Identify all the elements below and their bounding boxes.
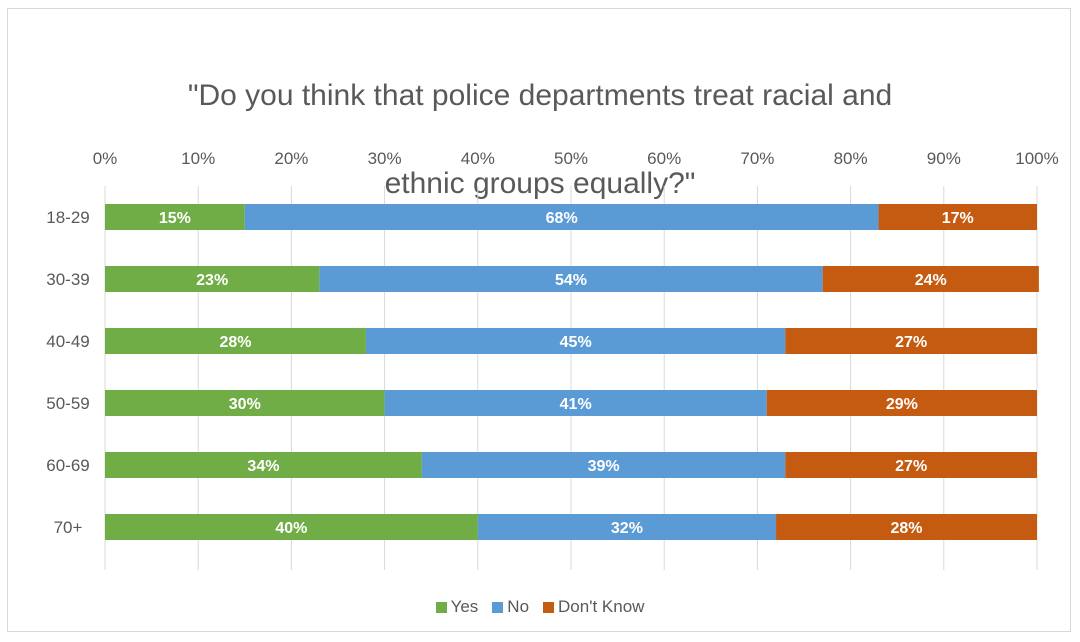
data-label: 28% <box>219 334 251 351</box>
x-tick-label: 100% <box>1015 149 1058 168</box>
data-label: 68% <box>546 210 578 227</box>
bar-segment <box>785 452 1037 478</box>
data-label: 29% <box>886 396 918 413</box>
category-label: 30-39 <box>46 270 89 289</box>
data-label: 27% <box>895 458 927 475</box>
y-axis-category-labels: 18-29 30-39 40-49 50-59 60-69 70+ <box>46 208 89 537</box>
x-axis-tick-labels: 0% 10% 20% 30% 40% 50% 60% 70% 80% 90% 100% <box>93 149 1059 168</box>
data-label: 27% <box>895 334 927 351</box>
category-label: 50-59 <box>46 394 89 413</box>
bars <box>105 204 1039 540</box>
legend: Yes No Don't Know <box>0 597 1080 617</box>
x-tick-label: 30% <box>368 149 402 168</box>
gridlines <box>104 186 1038 570</box>
bar-segment <box>477 514 777 540</box>
data-label: 17% <box>942 210 974 227</box>
legend-label: No <box>507 597 530 616</box>
bar-segment <box>105 266 320 292</box>
legend-item: Don't Know <box>543 597 644 617</box>
x-tick-label: 60% <box>647 149 681 168</box>
chart-title: "Do you think that police departments tr… <box>0 30 1080 250</box>
x-tick-label: 0% <box>93 149 118 168</box>
data-label: 40% <box>275 520 307 537</box>
bar-segment <box>105 204 245 230</box>
bar-segment <box>105 328 366 354</box>
x-tick-label: 90% <box>927 149 961 168</box>
x-tick-label: 80% <box>834 149 868 168</box>
legend-item: No <box>492 597 529 617</box>
bar-segment <box>244 204 879 230</box>
bar-segment <box>384 390 767 416</box>
data-label: 32% <box>611 520 643 537</box>
legend-label: Don't Know <box>558 597 645 616</box>
bar-segment <box>822 266 1039 292</box>
x-tick-label: 10% <box>181 149 215 168</box>
category-label: 60-69 <box>46 456 89 475</box>
legend-swatch <box>543 601 555 613</box>
legend-label: Yes <box>450 597 479 616</box>
chart-title-line-1: "Do you think that police departments tr… <box>187 79 893 112</box>
legend-item: Yes <box>435 597 479 617</box>
data-label: 23% <box>196 272 228 289</box>
data-label: 34% <box>247 458 279 475</box>
category-label: 18-29 <box>46 208 89 227</box>
data-label: 45% <box>560 334 592 351</box>
category-label: 70+ <box>54 518 83 537</box>
x-tick-label: 20% <box>274 149 308 168</box>
legend-swatch <box>492 601 504 613</box>
data-label: 54% <box>555 272 587 289</box>
data-label: 30% <box>229 396 261 413</box>
bar-segment <box>365 328 786 354</box>
data-label: 39% <box>588 458 620 475</box>
bar-segment <box>766 390 1037 416</box>
bar-segment <box>878 204 1037 230</box>
bar-segment <box>785 328 1037 354</box>
legend-swatch <box>435 601 447 613</box>
bar-segment <box>319 266 823 292</box>
data-label: 41% <box>560 396 592 413</box>
data-label: 28% <box>891 520 923 537</box>
data-label: 24% <box>915 272 947 289</box>
chart-title-line-2: ethnic groups equally?" <box>384 167 696 200</box>
bar-segment <box>421 452 786 478</box>
bar-segment <box>105 514 478 540</box>
x-tick-label: 50% <box>554 149 588 168</box>
x-tick-label: 40% <box>461 149 495 168</box>
category-label: 40-49 <box>46 332 89 351</box>
data-labels: 15% 68% 17% 23% 54% 24% 28% 45% 27% 30% 41% 29% 34% 3… <box>159 210 974 537</box>
bar-segment <box>105 390 385 416</box>
bar-segment <box>105 452 422 478</box>
x-tick-label: 70% <box>740 149 774 168</box>
bar-segment <box>776 514 1037 540</box>
data-label: 15% <box>159 210 191 227</box>
